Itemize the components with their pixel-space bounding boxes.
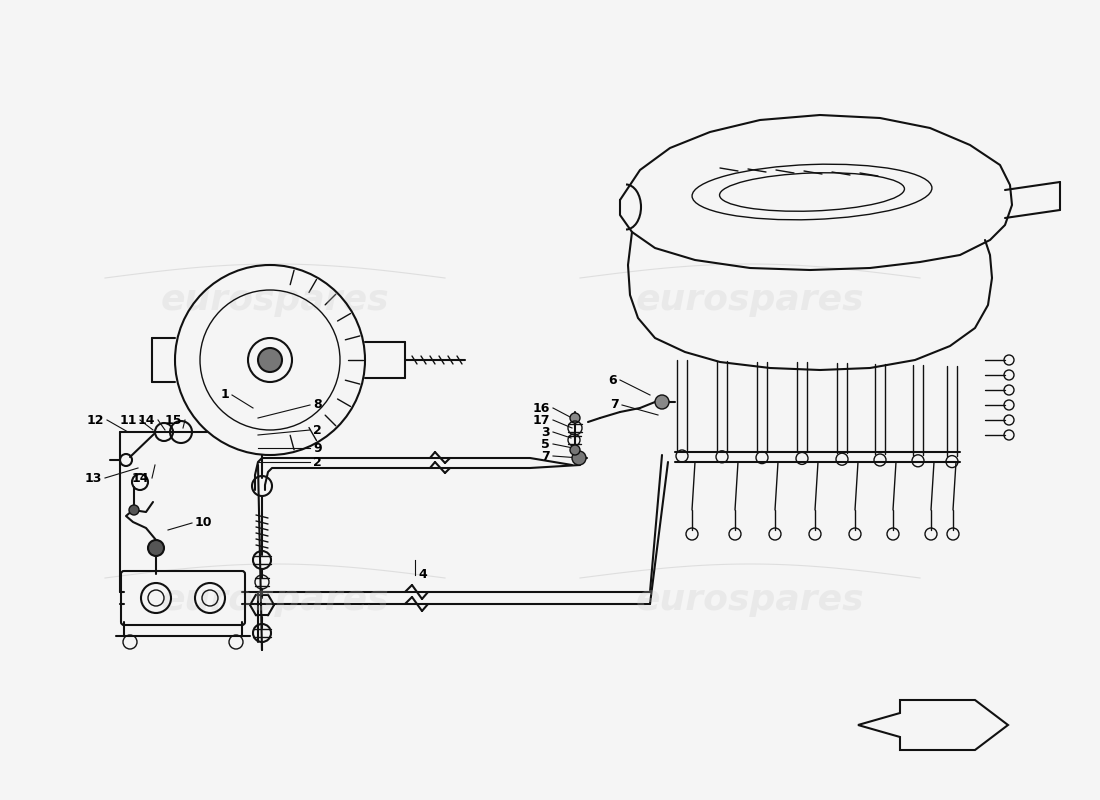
- Text: 1: 1: [220, 389, 229, 402]
- Text: 11: 11: [120, 414, 138, 426]
- Text: eurospares: eurospares: [161, 583, 389, 617]
- Text: 6: 6: [608, 374, 617, 386]
- Text: eurospares: eurospares: [636, 583, 865, 617]
- Circle shape: [129, 505, 139, 515]
- Text: eurospares: eurospares: [636, 283, 865, 317]
- Text: 14: 14: [138, 414, 155, 426]
- Text: 13: 13: [85, 471, 102, 485]
- Circle shape: [572, 451, 586, 465]
- Circle shape: [148, 540, 164, 556]
- Circle shape: [570, 445, 580, 455]
- Text: 2: 2: [314, 455, 321, 469]
- Text: 12: 12: [87, 414, 104, 426]
- Text: 2: 2: [314, 423, 321, 437]
- Circle shape: [570, 413, 580, 423]
- Text: 3: 3: [541, 426, 550, 438]
- Text: 10: 10: [195, 517, 212, 530]
- Text: 7: 7: [610, 398, 619, 411]
- Text: 17: 17: [532, 414, 550, 426]
- Text: 9: 9: [314, 442, 321, 454]
- Text: 7: 7: [541, 450, 550, 462]
- Text: 4: 4: [418, 569, 427, 582]
- Text: eurospares: eurospares: [161, 283, 389, 317]
- Text: 8: 8: [314, 398, 321, 411]
- Text: 15: 15: [165, 414, 182, 426]
- Text: 5: 5: [541, 438, 550, 450]
- Text: 14: 14: [132, 471, 148, 485]
- Circle shape: [654, 395, 669, 409]
- Text: 16: 16: [532, 402, 550, 414]
- Circle shape: [258, 348, 282, 372]
